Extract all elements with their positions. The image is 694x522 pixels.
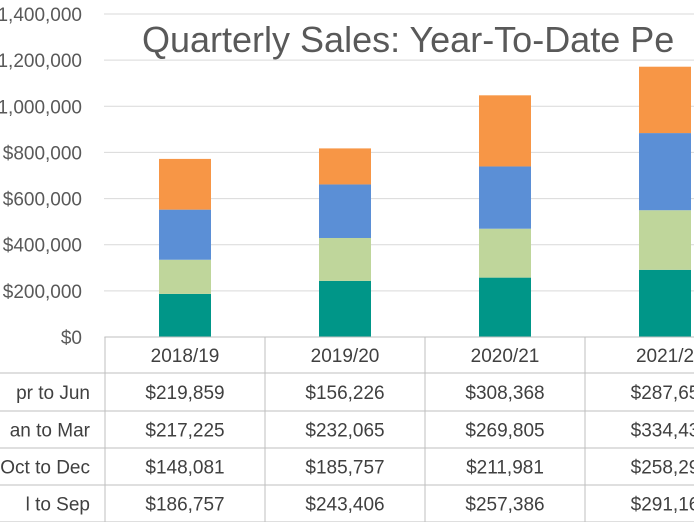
bar-segment bbox=[319, 237, 371, 281]
bar-segment bbox=[159, 259, 211, 294]
bars bbox=[159, 66, 691, 337]
table-cell-value: $258,29 bbox=[631, 458, 694, 479]
bar-segment bbox=[319, 184, 371, 238]
table-cell-value: $185,757 bbox=[305, 458, 384, 479]
bar-segment bbox=[319, 280, 371, 337]
category-label: 2021/2 bbox=[636, 346, 694, 367]
category-label: 2020/21 bbox=[471, 346, 540, 367]
bar-segment bbox=[639, 269, 691, 337]
y-axis-tick-labels: $0 $200,000 $400,000 $600,000 $800,000 $1,000… bbox=[0, 5, 82, 349]
bar-segment bbox=[639, 210, 691, 270]
bar-segment bbox=[479, 228, 531, 278]
y-tick-label: $800,000 bbox=[3, 143, 82, 164]
y-tick-label: $1,400,000 bbox=[0, 5, 82, 26]
table-cell-value: $219,859 bbox=[145, 383, 224, 404]
table-cell-value: $308,368 bbox=[465, 383, 544, 404]
y-tick-label: $600,000 bbox=[3, 190, 82, 211]
y-tick-label: $400,000 bbox=[3, 236, 82, 257]
bar-segment bbox=[479, 95, 531, 167]
bar-segment bbox=[319, 148, 371, 185]
table-cell-value: $211,981 bbox=[466, 458, 544, 479]
table-cell-value: $291,16 bbox=[631, 495, 694, 516]
bar-segment bbox=[159, 209, 211, 260]
y-tick-label: $200,000 bbox=[3, 282, 82, 303]
legend-row-label: an to Mar bbox=[10, 421, 91, 442]
bar-segment bbox=[479, 277, 531, 337]
table-cell-value: $287,65 bbox=[631, 383, 694, 404]
category-label: 2019/20 bbox=[311, 346, 380, 367]
y-tick-label: $1,000,000 bbox=[0, 97, 82, 118]
table-cell-value: $269,805 bbox=[465, 421, 544, 442]
bar-segment bbox=[639, 66, 691, 134]
chart-title: Quarterly Sales: Year-To-Date Pe bbox=[142, 19, 674, 60]
bar-segment bbox=[159, 158, 211, 210]
legend-row-label: l to Sep bbox=[26, 495, 90, 516]
table-cell-value: $217,225 bbox=[145, 421, 224, 442]
data-table: 2018/19 2019/20 2020/21 2021/2 pr to Jun $219… bbox=[0, 336, 694, 522]
bar-segment bbox=[479, 166, 531, 229]
bar-segment bbox=[639, 133, 691, 211]
category-label: 2018/19 bbox=[151, 346, 220, 367]
bar-segment bbox=[159, 293, 211, 337]
table-cell-value: $148,081 bbox=[145, 458, 224, 479]
table-cell-value: $156,226 bbox=[305, 383, 384, 404]
table-cell-value: $334,43 bbox=[631, 421, 694, 442]
table-cell-value: $257,386 bbox=[465, 495, 544, 516]
table-cell-value: $232,065 bbox=[305, 421, 384, 442]
legend-row-label: Oct to Dec bbox=[0, 458, 90, 479]
table-cell-value: $186,757 bbox=[145, 495, 224, 516]
table-cell-value: $243,406 bbox=[305, 495, 384, 516]
y-tick-label: $1,200,000 bbox=[0, 51, 82, 72]
legend-row-label: pr to Jun bbox=[16, 383, 90, 404]
y-tick-label: $0 bbox=[61, 328, 82, 349]
